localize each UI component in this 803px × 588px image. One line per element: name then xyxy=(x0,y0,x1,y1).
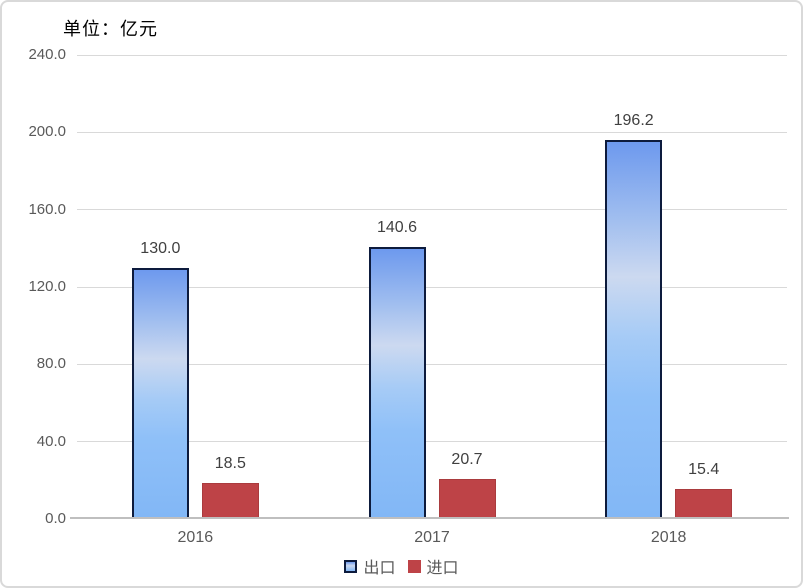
bar-export-2016 xyxy=(131,267,189,519)
gridline xyxy=(77,441,787,443)
gridline xyxy=(77,54,787,56)
y-axis-tick-label: 160.0 xyxy=(28,200,66,218)
data-label-export-2018: 196.2 xyxy=(613,111,654,129)
legend-swatch-import-icon xyxy=(407,559,421,573)
bar-export-2017 xyxy=(368,247,426,519)
legend-swatch-export-icon xyxy=(344,559,358,573)
data-label-import-2016: 18.5 xyxy=(214,455,246,473)
y-axis-tick-label: 0.0 xyxy=(45,510,66,527)
legend-item-import: 进口 xyxy=(407,554,459,578)
chart-title: 单位：亿元 xyxy=(63,19,158,39)
x-axis-label-2018: 2018 xyxy=(650,529,687,546)
bar-export-2018 xyxy=(605,139,663,519)
data-label-export-2016: 130.0 xyxy=(140,239,181,257)
y-axis-tick-label: 240.0 xyxy=(28,46,66,63)
bar-import-2018 xyxy=(675,489,733,519)
gridline xyxy=(77,363,787,365)
gridline xyxy=(77,131,787,133)
y-axis-tick-label: 120.0 xyxy=(28,278,66,295)
data-label-import-2017: 20.7 xyxy=(451,450,483,468)
legend-item-export: 出口 xyxy=(344,554,396,578)
data-label-export-2017: 140.6 xyxy=(376,219,418,237)
y-axis-tick-label: 200.0 xyxy=(28,123,66,141)
x-axis-line xyxy=(70,517,789,519)
y-axis-tick-label: 80.0 xyxy=(36,355,66,373)
bar-import-2016 xyxy=(201,483,259,519)
x-axis-label-2017: 2017 xyxy=(414,529,450,546)
data-label-import-2018: 15.4 xyxy=(688,461,720,479)
gridline xyxy=(77,286,787,288)
y-axis-tick-label: 40.0 xyxy=(36,432,66,450)
gridline xyxy=(77,209,787,211)
legend: 出口 进口 xyxy=(2,554,801,578)
x-axis-label-2016: 2016 xyxy=(177,529,214,546)
legend-label-export: 出口 xyxy=(363,560,396,577)
legend-label-import: 进口 xyxy=(426,560,459,577)
bar-import-2017 xyxy=(438,478,496,519)
